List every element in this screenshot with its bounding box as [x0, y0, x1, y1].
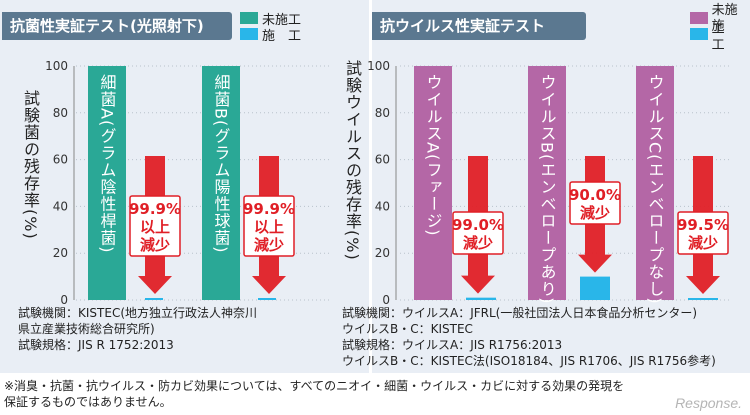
annotation-box — [569, 181, 621, 225]
footer-line: ウイルスB・C：KISTEC — [342, 322, 473, 336]
y-tick-label: 40 — [375, 199, 390, 213]
annotation-text: 減少 — [254, 236, 284, 254]
antibacterial-legend: 未施工 施 工 — [240, 10, 302, 44]
antiviral-title: 抗ウイルス性実証テスト — [372, 12, 586, 40]
annotation-box — [452, 211, 504, 255]
bar-treated — [580, 276, 610, 300]
annotation-text: 99.5% — [677, 216, 729, 234]
bar-untreated — [88, 66, 126, 300]
y-tick-label: 20 — [53, 246, 68, 260]
bar-untreated — [414, 66, 452, 300]
y-tick-label: 60 — [53, 153, 68, 167]
antiviral-y-axis-label: 試験ウイルスの残存率(%) — [343, 60, 362, 261]
category-label: 細菌B(グラム陽性球菌) — [212, 74, 231, 253]
footer-line: 試験規格：ウイルスA：JIS R1756:2013 — [342, 338, 563, 352]
footer-line: ウイルスB・C：KISTEC法(ISO18184、JIS R1706、JIS R… — [342, 354, 716, 368]
bar-untreated — [636, 66, 674, 300]
antibacterial-y-axis-label: 試験菌の残存率(%) — [21, 90, 40, 240]
y-tick-label: 0 — [382, 293, 390, 307]
footnote-line: 保証するものではありません。 — [4, 395, 172, 409]
category-label: ウイルスC(エンベロープなし) — [646, 74, 665, 305]
footer-line: 試験機関：ウイルスA：JFRL(一般社団法人日本食品分析センター) — [342, 306, 698, 320]
bar-treated — [466, 297, 496, 300]
annotation-text: 減少 — [463, 234, 493, 252]
antibacterial-title: 抗菌性実証テスト(光照射下) — [2, 12, 232, 40]
response-watermark: Response. — [675, 395, 742, 411]
annotation-text: 99.9% — [243, 200, 295, 218]
y-tick-label: 100 — [45, 59, 68, 73]
y-tick-label: 60 — [375, 153, 390, 167]
legend-item-untreated: 未施工 — [240, 10, 302, 28]
footnote-line: ※消臭・抗菌・抗ウイルス・防カビ効果については、すべてのニオイ・細菌・ウイルス・… — [4, 379, 625, 393]
annotation-text: 99.0% — [452, 216, 504, 234]
disclaimer-footnote: ※消臭・抗菌・抗ウイルス・防カビ効果については、すべてのニオイ・細菌・ウイルス・… — [4, 378, 704, 410]
legend-label-untreated: 未施工 — [711, 3, 738, 37]
annotation-text: 減少 — [688, 234, 718, 252]
annotation-text: 減少 — [580, 204, 610, 222]
bar-treated — [688, 298, 718, 300]
annotation-text: 99.9% — [129, 200, 181, 218]
y-tick-label: 80 — [53, 106, 68, 120]
antibacterial-panel: 抗菌性実証テスト(光照射下) 未施工 施 工 試験菌の残存率(%) 試験機関：K… — [0, 0, 369, 373]
annotation-text: 以上 — [254, 218, 284, 236]
annotation-text: 90.0% — [569, 186, 621, 204]
bar-untreated — [202, 66, 240, 300]
annotation-box — [243, 195, 295, 257]
bar-untreated — [528, 66, 566, 300]
footer-line: 試験機関：KISTEC(地方独立行政法人神奈川 — [18, 306, 257, 320]
legend-item-treated: 施 工 — [240, 26, 302, 44]
legend-item-treated: 施 工 — [690, 19, 750, 53]
y-tick-label: 80 — [375, 106, 390, 120]
antiviral-legend: 未施工 施 工 — [690, 3, 750, 53]
y-tick-label: 20 — [375, 246, 390, 260]
y-tick-label: 0 — [60, 293, 68, 307]
antibacterial-test-info: 試験機関：KISTEC(地方独立行政法人神奈川 県立産業技術総合研究所) 試験規… — [18, 305, 257, 353]
y-tick-label: 40 — [53, 199, 68, 213]
legend-swatch-treated — [690, 28, 708, 40]
footer-line: 県立産業技術総合研究所) — [18, 322, 155, 336]
bar-treated — [258, 298, 276, 300]
y-tick-label: 100 — [367, 59, 390, 73]
legend-item-untreated: 未施工 — [690, 3, 750, 37]
legend-label-treated: 施 工 — [711, 19, 738, 53]
legend-swatch-treated — [240, 28, 258, 40]
category-label: ウイルスB(エンベロープあり) — [538, 74, 557, 304]
category-label: ウイルスA(ファージ) — [424, 74, 443, 236]
legend-swatch-untreated — [690, 12, 708, 24]
bar-treated — [145, 298, 163, 300]
legend-label-untreated: 未施工 — [262, 12, 302, 28]
antiviral-test-info: 試験機関：ウイルスA：JFRL(一般社団法人日本食品分析センター) ウイルスB・… — [342, 305, 716, 369]
annotation-text: 減少 — [140, 236, 170, 254]
annotation-box — [129, 195, 181, 257]
footer-line: 試験規格：JIS R 1752:2013 — [18, 338, 174, 352]
annotation-box — [677, 211, 729, 255]
legend-label-treated: 施 工 — [262, 28, 302, 44]
legend-swatch-untreated — [240, 12, 258, 24]
annotation-text: 以上 — [140, 218, 170, 236]
category-label: 細菌A(グラム陰性桿菌) — [98, 74, 117, 253]
